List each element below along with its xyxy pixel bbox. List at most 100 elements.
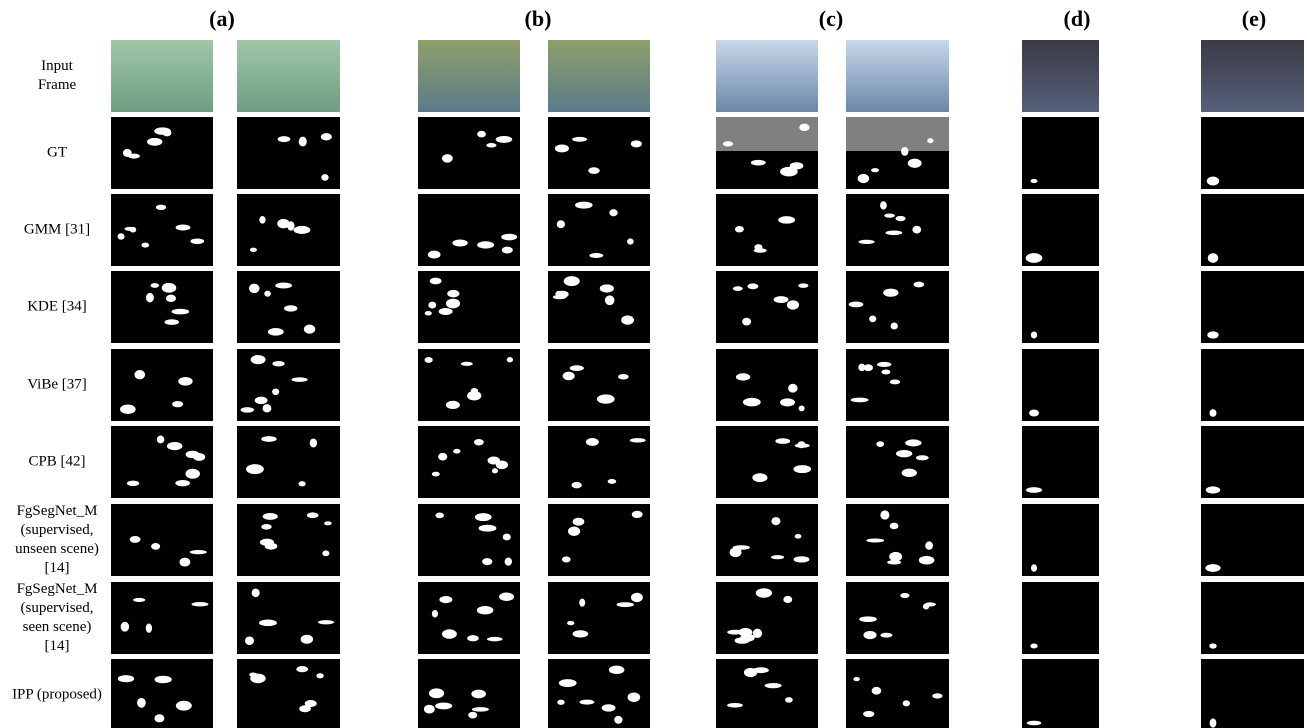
foreground-blob [733,286,743,291]
foreground-blob [502,247,513,254]
foreground-blob [756,588,772,597]
foreground-blob [190,238,204,244]
foreground-blob [263,404,272,412]
foreground-blob [859,616,877,622]
foreground-blob [157,436,164,444]
mask [111,582,213,654]
foreground-blob [1031,564,1037,571]
foreground-blob [178,377,192,386]
foreground-blob [1208,253,1219,263]
foreground-blob [628,692,641,702]
foreground-blob [137,698,146,708]
row-label: CPB [42] [28,453,85,469]
mask [237,426,340,498]
row-label: (supervised, [21,600,94,616]
mask [716,504,818,576]
foreground-blob [795,444,810,448]
row-label: [14] [45,638,70,654]
foreground-blob [154,714,164,722]
mask [846,426,949,498]
foreground-blob [617,602,634,607]
input-frame [111,40,213,112]
foreground-blob [570,365,584,371]
foreground-blob [461,362,473,366]
foreground-blob [251,355,266,364]
foreground-blob [486,143,496,147]
foreground-blob [1027,721,1042,725]
foreground-blob [608,479,617,484]
foreground-blob [614,716,622,724]
mask [1201,349,1304,421]
foreground-blob [627,238,634,244]
foreground-blob [246,464,264,474]
mask-unknown [846,117,949,151]
row-label: seen scene) [23,619,92,635]
mask [548,349,650,421]
column-label: (b) [525,6,552,31]
foreground-blob [321,133,332,140]
foreground-blob [299,481,306,486]
foreground-blob [1210,718,1217,727]
foreground-blob [927,138,933,143]
input-frame [548,40,650,112]
foreground-blob [885,230,902,235]
foreground-blob [730,547,742,557]
foreground-blob [134,370,145,379]
foreground-blob [287,221,294,230]
foreground-blob [876,441,884,447]
foreground-blob [880,510,889,519]
foreground-blob [778,216,795,224]
input-frame [716,40,818,112]
foreground-blob [567,621,574,625]
foreground-blob [165,319,179,325]
mask [846,659,949,728]
foreground-blob [249,284,260,294]
row-label: unseen scene) [15,541,99,557]
foreground-blob [557,291,569,298]
foreground-blob [900,593,909,598]
foreground-blob [881,370,890,375]
foreground-blob [151,543,160,550]
foreground-blob [851,398,869,403]
foreground-blob [884,214,895,218]
foreground-blob [775,438,790,444]
foreground-blob [908,159,922,168]
row-label: IPP (proposed) [12,686,102,702]
foreground-blob [754,248,767,253]
foreground-blob [428,251,441,259]
row-label: FgSegNet_M [17,581,98,597]
foreground-blob [482,558,492,565]
foreground-blob [496,461,508,470]
foreground-blob [468,712,477,719]
foreground-blob [902,469,917,477]
foreground-blob [156,205,166,210]
foreground-blob [1205,564,1220,572]
foreground-blob [259,620,277,627]
foreground-blob [853,677,859,681]
foreground-blob [618,374,629,379]
foreground-blob [185,469,199,479]
mask [716,271,818,343]
foreground-blob [435,702,452,709]
foreground-blob [467,391,481,401]
foreground-blob [252,589,260,598]
mask [418,117,520,189]
mask [111,504,213,576]
foreground-blob [172,401,183,407]
mask [1022,659,1099,728]
foreground-blob [172,309,190,315]
foreground-blob [913,282,924,288]
foreground-blob [919,556,935,565]
foreground-blob [1030,644,1037,649]
foreground-blob [432,610,438,617]
foreground-blob [261,436,276,442]
row-label: ViBe [37] [27,376,87,392]
foreground-blob [260,539,274,546]
foreground-blob [887,560,901,564]
foreground-blob [438,453,447,461]
foreground-blob [925,541,933,550]
foreground-blob [268,328,284,336]
foreground-blob [118,233,125,239]
foreground-blob [557,700,564,705]
mask [548,271,650,343]
